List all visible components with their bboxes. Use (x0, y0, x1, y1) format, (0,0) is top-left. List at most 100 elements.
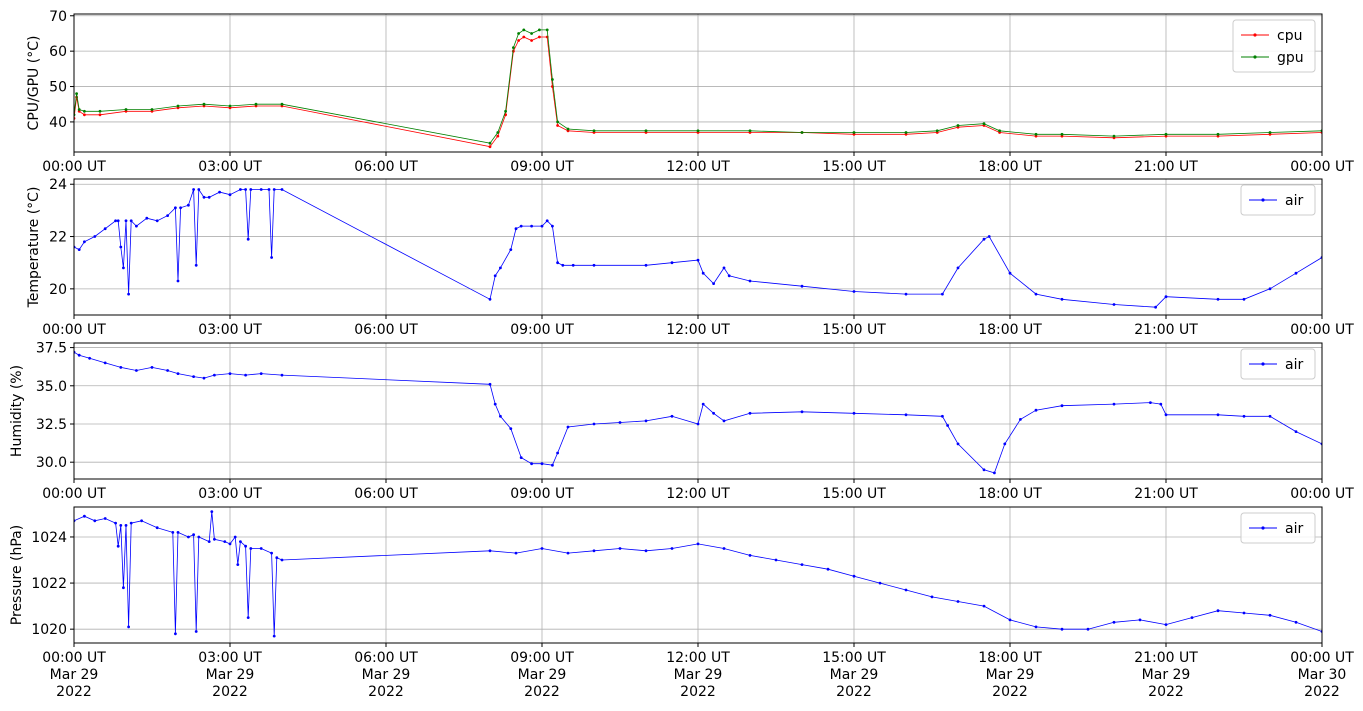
data-point (116, 219, 120, 223)
data-point (1034, 292, 1038, 296)
data-point (98, 113, 102, 117)
data-point (1112, 303, 1116, 306)
data-point (618, 421, 622, 424)
data-point (800, 131, 804, 134)
data-point (244, 544, 248, 548)
x-tick-label: 00:00 UT (1290, 159, 1354, 175)
data-point (540, 547, 544, 550)
data-point (233, 535, 237, 539)
data-point (540, 462, 544, 466)
data-point (644, 263, 648, 267)
data-point (1034, 132, 1038, 136)
y-tick-label: 40 (49, 115, 67, 131)
data-point (1190, 616, 1194, 619)
data-point (114, 521, 117, 525)
data-point (712, 282, 715, 285)
data-point (956, 266, 960, 270)
data-point (1216, 297, 1220, 301)
data-point (826, 567, 830, 571)
data-point (982, 237, 986, 241)
data-point (176, 104, 180, 108)
data-point (1008, 271, 1012, 275)
data-point (244, 188, 248, 191)
data-point (207, 540, 211, 543)
y-tick-label: 32.5 (36, 417, 67, 433)
data-point (496, 134, 500, 138)
data-point (129, 521, 133, 525)
data-point (701, 402, 705, 406)
data-point (244, 373, 248, 377)
data-point (194, 263, 198, 267)
data-point (83, 240, 86, 244)
data-point (946, 424, 949, 427)
data-point (982, 122, 986, 126)
x-tick-label: 09:00 UT (510, 650, 574, 666)
y-axis-label: Humidity (%) (9, 365, 25, 457)
x-tick-label: 18:00 UT (978, 159, 1042, 175)
data-point (228, 542, 232, 546)
data-point (1242, 414, 1246, 418)
data-point (1003, 442, 1007, 446)
legend-label: air (1285, 357, 1303, 373)
x-tick-date-label: Mar 29 (986, 667, 1035, 683)
data-point (140, 519, 144, 523)
legend-label: air (1285, 193, 1303, 209)
data-point (280, 102, 284, 106)
data-point (103, 517, 107, 520)
legend-swatch-marker (1253, 55, 1257, 59)
x-tick-label: 00:00 UT (1290, 322, 1354, 338)
data-point (187, 203, 190, 207)
y-tick-label: 70 (49, 9, 67, 25)
data-point (496, 131, 500, 134)
data-point (176, 279, 180, 283)
data-point (1268, 613, 1272, 617)
legend-swatch-marker (1261, 198, 1265, 202)
data-point (1294, 430, 1298, 433)
x-tick-date-label: Mar 29 (50, 667, 99, 683)
data-point (77, 108, 81, 111)
x-tick-year-label: 2022 (368, 684, 404, 700)
data-point (852, 411, 856, 415)
x-tick-label: 03:00 UT (198, 159, 262, 175)
data-point (1294, 271, 1298, 275)
data-point (218, 190, 222, 194)
data-point (174, 206, 177, 210)
data-point (488, 297, 492, 301)
data-point (1019, 418, 1022, 421)
data-point (129, 219, 133, 223)
y-tick-label: 22 (49, 230, 67, 246)
data-point (488, 141, 492, 145)
x-tick-label: 06:00 UT (354, 322, 418, 338)
data-point (1164, 132, 1168, 136)
data-point (239, 188, 242, 191)
data-point (127, 625, 130, 629)
x-tick-date-label: Mar 29 (1142, 667, 1191, 683)
x-tick-label: 18:00 UT (978, 650, 1042, 666)
x-tick-date-label: Mar 29 (830, 667, 879, 683)
data-point (556, 261, 559, 265)
x-tick-label: 15:00 UT (822, 486, 886, 502)
data-point (566, 425, 570, 429)
data-point (254, 102, 258, 106)
legend-box (1240, 348, 1316, 380)
data-point (187, 535, 190, 539)
data-point (122, 266, 125, 270)
cpu-gpu-panel: 40 50 60 70 00:00 UT 03:00 UT 06:00 UT 09:00 UT… (26, 9, 1354, 175)
data-point (135, 224, 138, 228)
data-point (538, 35, 541, 39)
legend-swatch-marker (1261, 362, 1265, 366)
x-tick-year-label: 2022 (836, 684, 872, 700)
data-point (727, 274, 731, 278)
data-point (540, 224, 544, 228)
data-point (1216, 132, 1220, 136)
data-point (1294, 620, 1298, 624)
data-point (701, 271, 705, 275)
x-tick-label: 15:00 UT (822, 650, 886, 666)
data-point (1164, 413, 1168, 417)
data-point (509, 427, 513, 430)
legend-label: cpu (1277, 28, 1302, 44)
data-point (1268, 131, 1272, 134)
data-point (722, 266, 726, 270)
data-point (280, 373, 284, 377)
x-tick-label: 15:00 UT (822, 159, 886, 175)
